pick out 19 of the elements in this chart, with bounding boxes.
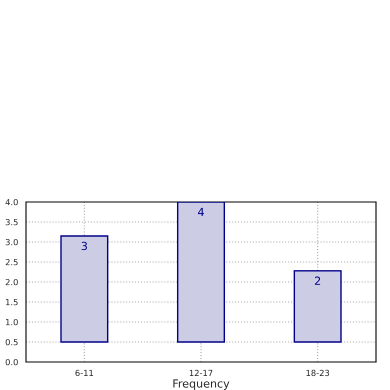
data-label: 4 (198, 208, 204, 216)
y-tick-label: 1.0 (6, 318, 18, 326)
y-tick-label: 2.5 (6, 258, 18, 266)
bar (294, 270, 342, 343)
y-tick-label: 1.5 (6, 299, 18, 306)
bar (176, 202, 226, 343)
y-tick-label: 3.5 (6, 218, 18, 226)
y-tick-label: 4.0 (6, 198, 18, 206)
x-tick-label: 6-11 (75, 370, 94, 376)
y-tick-label: 3.0 (6, 238, 18, 246)
x-tick-label: 18-23 (306, 370, 330, 376)
x-tick-label: 12-17 (190, 370, 212, 376)
y-tick-label: 0.0 (6, 358, 18, 366)
data-label: 2 (314, 276, 320, 285)
data-label: 3 (82, 242, 87, 250)
x-axis-title: Frequency (173, 379, 230, 390)
y-tick-label: 2.0 (6, 278, 18, 286)
y-tick-label: 0.5 (6, 338, 18, 346)
bar (60, 235, 108, 343)
